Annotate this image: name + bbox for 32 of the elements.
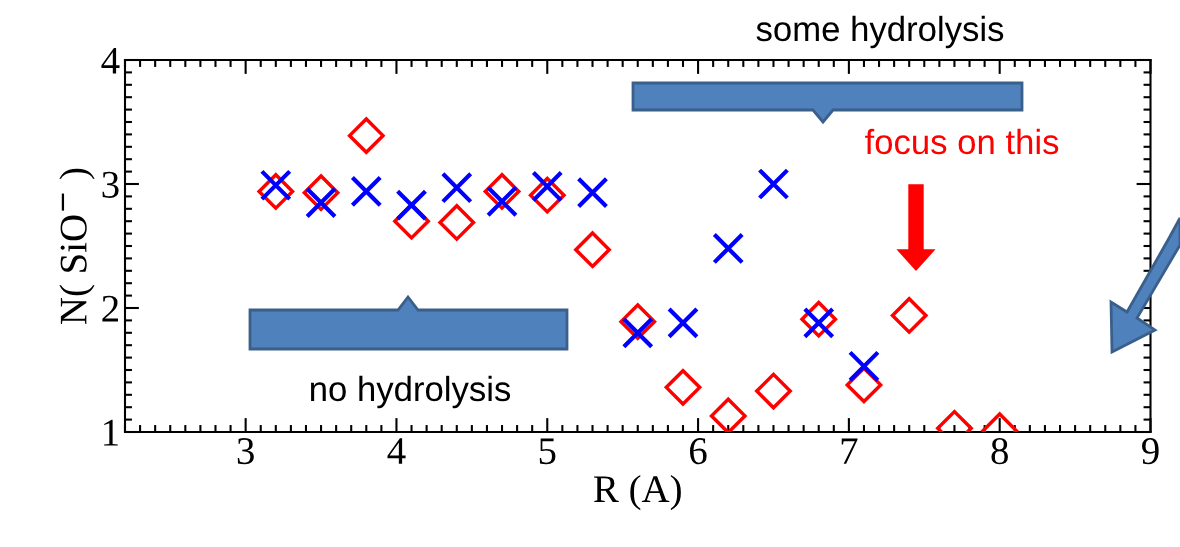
annotation: no hydrolysis <box>310 375 511 409</box>
point <box>619 303 657 341</box>
x-axis-title: R (A) <box>594 474 681 511</box>
x-tick-label: 3 <box>237 438 254 465</box>
point <box>709 397 747 432</box>
point <box>438 204 476 241</box>
y-axis-title: N( SiO$^{−}$ ) <box>59 168 95 325</box>
point <box>347 117 385 155</box>
y-tick-label: 2 <box>102 295 118 322</box>
point <box>847 350 880 383</box>
x-tick-label: 5 <box>539 438 556 465</box>
point <box>350 175 383 208</box>
point <box>664 368 702 406</box>
point <box>574 231 611 269</box>
point <box>755 372 792 410</box>
point <box>576 176 609 209</box>
x-tick-label: 6 <box>690 438 707 465</box>
point <box>890 297 928 334</box>
point <box>395 189 428 222</box>
annotation: focus on this <box>865 128 1059 155</box>
x-tick-label: 7 <box>841 438 858 464</box>
text: some hydrolysis <box>756 15 1004 49</box>
x-tick-label: 8 <box>991 437 1008 465</box>
point <box>757 168 790 200</box>
point <box>712 232 745 265</box>
y-tick-label: 3 <box>102 171 119 198</box>
y-tick-label: 1 <box>104 419 118 446</box>
y-tick-label: 4 <box>101 47 120 74</box>
point <box>667 306 699 339</box>
point <box>440 171 473 204</box>
x-tick-label: 9 <box>1142 438 1159 465</box>
x-tick-label: 4 <box>387 438 406 464</box>
